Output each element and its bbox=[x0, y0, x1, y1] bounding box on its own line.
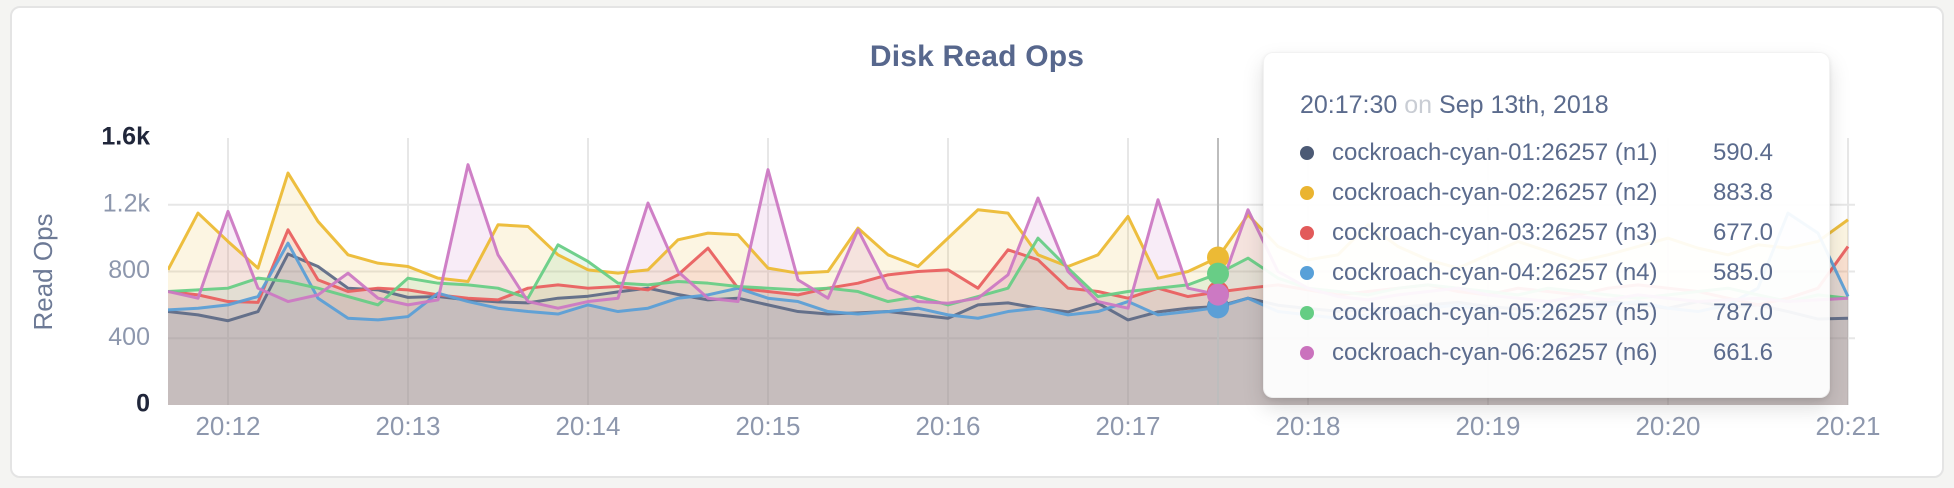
x-tick-label: 20:15 bbox=[735, 411, 800, 441]
x-tick-label: 20:16 bbox=[915, 411, 980, 441]
series-value: 677.0 bbox=[1712, 219, 1773, 246]
tooltip-time: 20:17:30 bbox=[1300, 91, 1398, 119]
tooltip-row: cockroach-cyan-05:26257 (n5) 787.0 bbox=[1300, 293, 1773, 333]
series-value: 787.0 bbox=[1712, 299, 1773, 326]
series-label: cockroach-cyan-06:26257 (n6) bbox=[1332, 339, 1658, 366]
x-tick-label: 20:12 bbox=[195, 411, 260, 441]
y-axis-label: Read Ops bbox=[28, 213, 58, 330]
x-tick-label: 20:18 bbox=[1275, 411, 1340, 441]
x-tick-label: 20:13 bbox=[375, 411, 440, 441]
y-tick-label: 800 bbox=[108, 256, 150, 284]
y-tick-label: 400 bbox=[108, 323, 150, 351]
series-value: 883.8 bbox=[1712, 179, 1773, 206]
series-value: 661.6 bbox=[1712, 339, 1773, 366]
chart-title: Disk Read Ops bbox=[869, 40, 1085, 73]
hover-dot-n6 bbox=[1207, 283, 1229, 306]
series-label: cockroach-cyan-02:26257 (n2) bbox=[1332, 179, 1658, 206]
series-color-dot bbox=[1300, 306, 1314, 320]
series-value: 585.0 bbox=[1712, 259, 1773, 286]
series-color-dot bbox=[1300, 346, 1314, 360]
tooltip-row: cockroach-cyan-01:26257 (n1) 590.4 bbox=[1300, 133, 1773, 173]
series-color-dot bbox=[1300, 146, 1314, 160]
tooltip-row: cockroach-cyan-02:26257 (n2) 883.8 bbox=[1300, 173, 1773, 213]
x-tick-label: 20:20 bbox=[1635, 411, 1700, 441]
series-label: cockroach-cyan-04:26257 (n4) bbox=[1332, 259, 1658, 286]
series-color-dot bbox=[1300, 226, 1314, 240]
series-label: cockroach-cyan-01:26257 (n1) bbox=[1332, 139, 1658, 166]
hover-dot-n5 bbox=[1207, 262, 1229, 285]
tooltip-date: Sep 13th, 2018 bbox=[1439, 91, 1609, 119]
y-tick-label: 1.6k bbox=[101, 123, 150, 151]
series-color-dot bbox=[1300, 186, 1314, 200]
series-label: cockroach-cyan-05:26257 (n5) bbox=[1332, 299, 1658, 326]
series-label: cockroach-cyan-03:26257 (n3) bbox=[1332, 219, 1658, 246]
y-tick-label: 0 bbox=[136, 390, 150, 418]
tooltip-header: 20:17:30 on Sep 13th, 2018 bbox=[1300, 87, 1773, 123]
x-tick-label: 20:19 bbox=[1455, 411, 1520, 441]
tooltip-row: cockroach-cyan-03:26257 (n3) 677.0 bbox=[1300, 213, 1773, 253]
tooltip-conjunction: on bbox=[1404, 91, 1433, 119]
series-color-dot bbox=[1300, 266, 1314, 280]
x-tick-label: 20:21 bbox=[1815, 411, 1880, 441]
x-tick-label: 20:14 bbox=[555, 411, 620, 441]
x-tick-label: 20:17 bbox=[1095, 411, 1160, 441]
tooltip-row: cockroach-cyan-06:26257 (n6) 661.6 bbox=[1300, 333, 1773, 373]
hover-dot-n2 bbox=[1207, 246, 1229, 269]
hover-tooltip: 20:17:30 on Sep 13th, 2018 cockroach-cya… bbox=[1263, 52, 1830, 398]
series-value: 590.4 bbox=[1712, 139, 1773, 166]
y-tick-label: 1.2k bbox=[103, 189, 151, 217]
tooltip-row: cockroach-cyan-04:26257 (n4) 585.0 bbox=[1300, 253, 1773, 293]
